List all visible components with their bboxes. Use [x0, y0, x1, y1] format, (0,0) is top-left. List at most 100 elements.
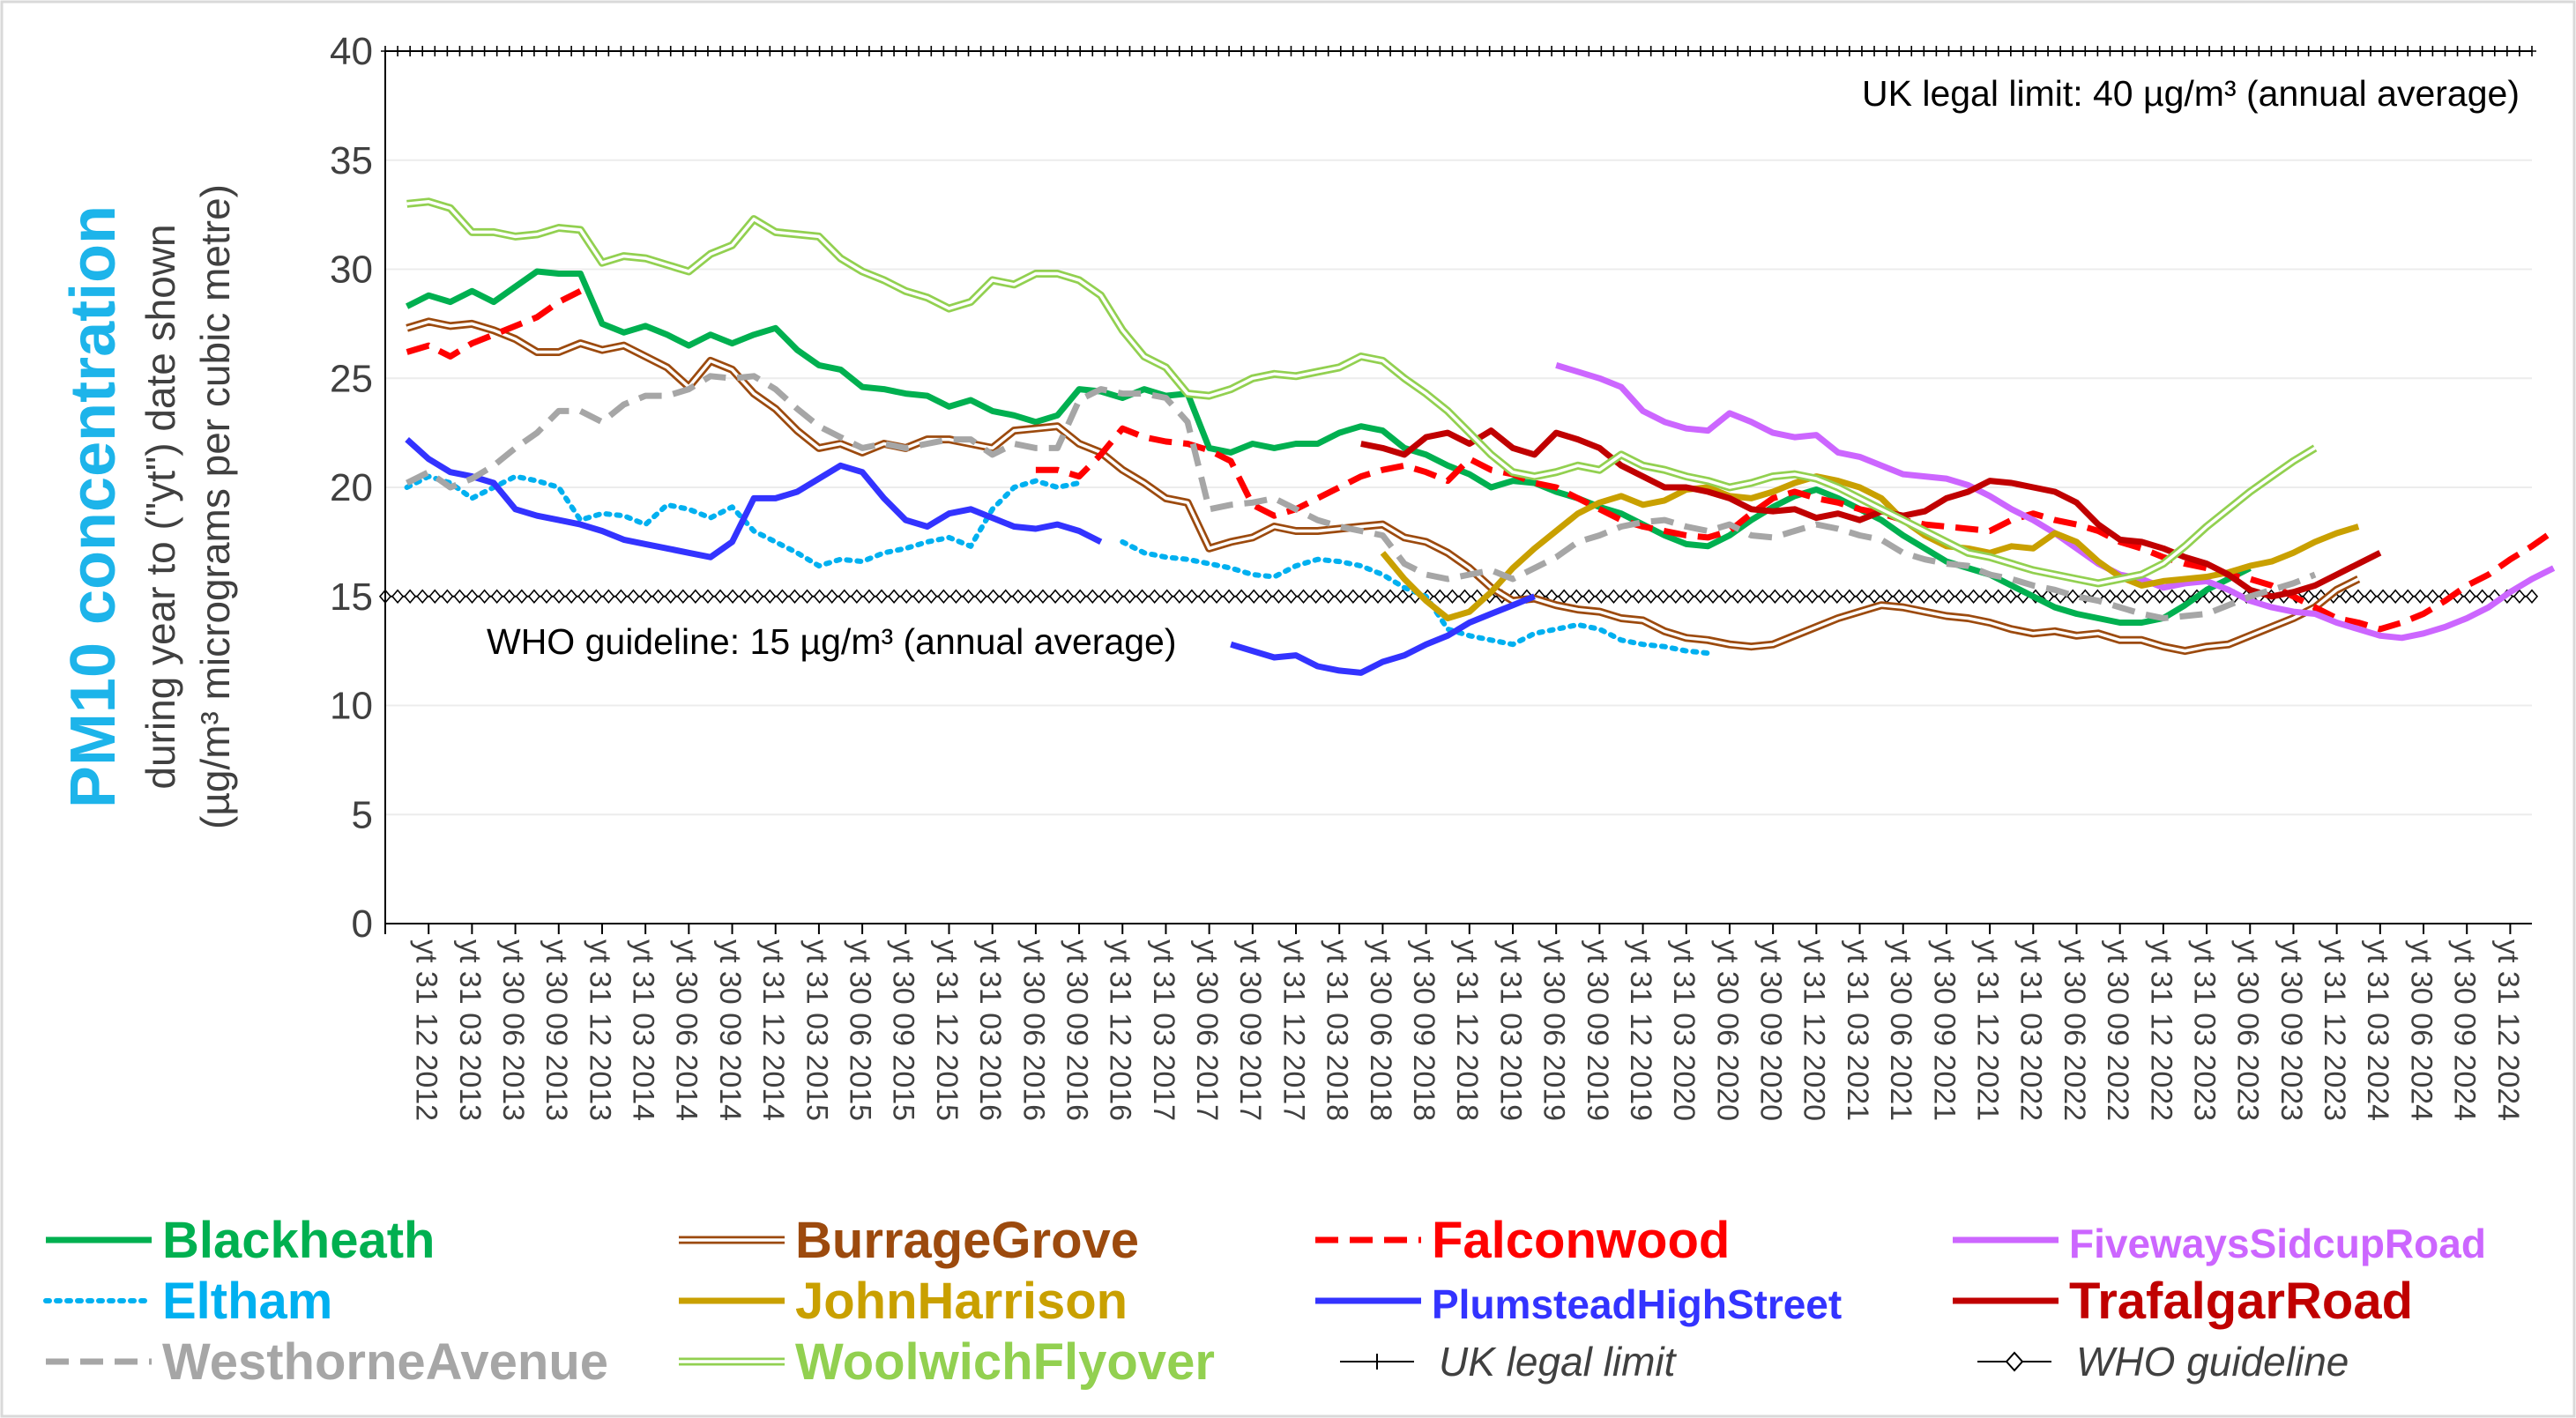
- x-tick-label: yt 30 09 2020: [1754, 939, 1788, 1121]
- series-falconwood: [406, 288, 2556, 633]
- legend-item-woolwichflyover: WoolwichFlyover: [679, 1333, 1215, 1391]
- series-westhorneavenue-segment: [406, 373, 2317, 621]
- x-tick-label: yt 31 03 2022: [2014, 939, 2048, 1121]
- x-tick-label: yt 31 12 2023: [2318, 939, 2351, 1121]
- x-tick-label: yt 30 06 2021: [1884, 939, 1917, 1121]
- legend-label: TrafalgarRoad: [2069, 1273, 2413, 1330]
- x-tick-label: yt 31 03 2015: [800, 939, 833, 1121]
- x-tick-label: yt 30 06 2022: [2058, 939, 2091, 1121]
- x-tick-label: yt 31 12 2018: [1450, 939, 1484, 1121]
- x-tick-label: yt 31 12 2019: [1624, 939, 1657, 1121]
- series-trafalgarroad: [1360, 427, 2382, 600]
- legend-item-johnharrison: JohnHarrison: [679, 1273, 1128, 1330]
- x-tick-label: yt 30 06 2023: [2231, 939, 2265, 1121]
- legend-marker: [1370, 1354, 1384, 1370]
- x-tick-label: yt 30 09 2014: [713, 939, 747, 1121]
- legend-item-uk-legal-limit: UK legal limit: [1340, 1339, 1678, 1385]
- legend-item-burragegrove: BurrageGrove: [679, 1212, 1139, 1269]
- uk-limit-annotation: UK legal limit: 40 µg/m³ (annual average…: [1862, 73, 2520, 114]
- x-tick-label: yt 31 12 2024: [2491, 939, 2525, 1121]
- series-who-guideline: [378, 589, 2539, 604]
- x-tick-label: yt 31 03 2017: [1147, 939, 1180, 1121]
- who-guideline-annotation: WHO guideline: 15 µg/m³ (annual average): [487, 621, 1177, 662]
- x-tick-label: yt 31 12 2020: [1798, 939, 1831, 1121]
- legend-label: Blackheath: [162, 1212, 435, 1269]
- series-westhorneavenue: [406, 373, 2317, 621]
- legend-marker: [2005, 1351, 2024, 1372]
- x-tick-label: yt 30 06 2019: [1537, 939, 1571, 1121]
- legend-label: UK legal limit: [1439, 1339, 1678, 1385]
- series-plumsteadhighstreet: [405, 437, 1536, 676]
- y-tick-label: 20: [330, 466, 373, 509]
- x-tick-label: yt 30 06 2020: [1710, 939, 1744, 1121]
- x-tick-label: yt 31 03 2020: [1667, 939, 1701, 1121]
- x-tick-label: yt 31 03 2014: [627, 939, 660, 1121]
- legend-label: Falconwood: [1432, 1212, 1730, 1269]
- legend-label: PlumsteadHighStreet: [1432, 1281, 1842, 1327]
- series-falconwood-segment: [1035, 425, 2556, 633]
- series-johnharrison: [1380, 473, 2360, 621]
- series-burragegrove-segment-inner: [406, 320, 2359, 653]
- x-tick-label: yt 31 03 2018: [1321, 939, 1354, 1121]
- x-tick-label: yt 30 09 2015: [887, 939, 920, 1121]
- x-tick-label: yt 31 12 2021: [1971, 939, 2005, 1121]
- x-tick-label: yt 31 12 2012: [410, 939, 443, 1121]
- y-axis-title-main: PM10 concentration: [58, 205, 129, 808]
- series-lines: [404, 197, 2556, 676]
- x-tick-label: yt 30 09 2022: [2101, 939, 2134, 1121]
- x-tick-label: yt 30 06 2017: [1190, 939, 1224, 1121]
- legend-item-fivewayssidcuproad: FivewaysSidcupRoad: [1953, 1221, 2486, 1266]
- series-burragegrove: [406, 317, 2361, 656]
- x-tick-labels: yt 31 12 2012 yt 31 03 2013 yt 30 06 2013 y…: [410, 939, 2525, 1121]
- y-tick-label: 30: [330, 249, 373, 292]
- x-tick-label: yt 30 06 2024: [2404, 939, 2438, 1121]
- x-tick-label: yt 30 09 2019: [1581, 939, 1614, 1121]
- legend-label: BurrageGrove: [795, 1212, 1139, 1269]
- y-tick-labels: 0 5 10 15 20 25 30 35 40: [330, 30, 373, 946]
- series-woolwichflyover: [406, 197, 2318, 588]
- x-tick-label: yt 31 12 2013: [583, 939, 616, 1121]
- x-tick-label: yt 31 12 2017: [1277, 939, 1310, 1121]
- series-burragegrove-segment: [406, 317, 2361, 656]
- x-tick-label: yt 30 09 2013: [540, 939, 573, 1121]
- x-tick-label: yt 31 03 2024: [2361, 939, 2394, 1121]
- legend-item-trafalgarroad: TrafalgarRoad: [1953, 1273, 2413, 1330]
- x-tick-label: yt 31 12 2014: [756, 939, 790, 1121]
- series-johnharrison-segment: [1380, 473, 2360, 621]
- x-tick-label: yt 31 03 2013: [453, 939, 487, 1121]
- x-tick-label: yt 30 06 2015: [844, 939, 877, 1121]
- legend-label: JohnHarrison: [795, 1273, 1128, 1330]
- legend-item-westhorneavenue: WesthorneAvenue: [46, 1333, 608, 1391]
- legend-label: WoolwichFlyover: [795, 1333, 1215, 1391]
- legend-item-blackheath: Blackheath: [46, 1212, 435, 1269]
- y-tick-label: 10: [330, 685, 373, 728]
- legend-item-plumsteadhighstreet: PlumsteadHighStreet: [1315, 1281, 1842, 1327]
- x-tick-label: yt 31 03 2021: [1841, 939, 1874, 1121]
- y-tick-label: 5: [352, 793, 373, 836]
- y-axis-title-line1: during year to ("yt") date shown: [138, 224, 183, 789]
- legend-item-eltham: Eltham: [43, 1273, 332, 1330]
- y-tick-label: 25: [330, 357, 373, 400]
- x-tick-label: yt 30 09 2023: [2274, 939, 2308, 1121]
- x-tick-label: yt 31 03 2016: [973, 939, 1007, 1121]
- y-tick-label: 35: [330, 139, 373, 182]
- x-tick-label: yt 30 09 2018: [1407, 939, 1441, 1121]
- x-tick-label: yt 30 09 2017: [1233, 939, 1267, 1121]
- legend-item-who-guideline: WHO guideline: [1977, 1339, 2349, 1385]
- legend: Blackheath BurrageGrove Falconwood Fiveways…: [43, 1212, 2486, 1391]
- legend-label: FivewaysSidcupRoad: [2069, 1221, 2486, 1266]
- legend-label: Eltham: [162, 1273, 332, 1330]
- x-tick-label: yt 30 06 2014: [670, 939, 704, 1121]
- series-who-guideline-markers: [378, 589, 2539, 604]
- x-tick-label: yt 31 12 2016: [1104, 939, 1137, 1121]
- y-tick-label: 40: [330, 30, 373, 73]
- y-tick-label: 15: [330, 575, 373, 619]
- x-tick-label: yt 30 06 2018: [1364, 939, 1397, 1121]
- x-tick-label: yt 30 06 2016: [1016, 939, 1050, 1121]
- x-tick-label: yt 31 03 2023: [2187, 939, 2221, 1121]
- legend-label: WHO guideline: [2076, 1339, 2349, 1385]
- series-plumsteadhighstreet-segment: [405, 437, 1103, 561]
